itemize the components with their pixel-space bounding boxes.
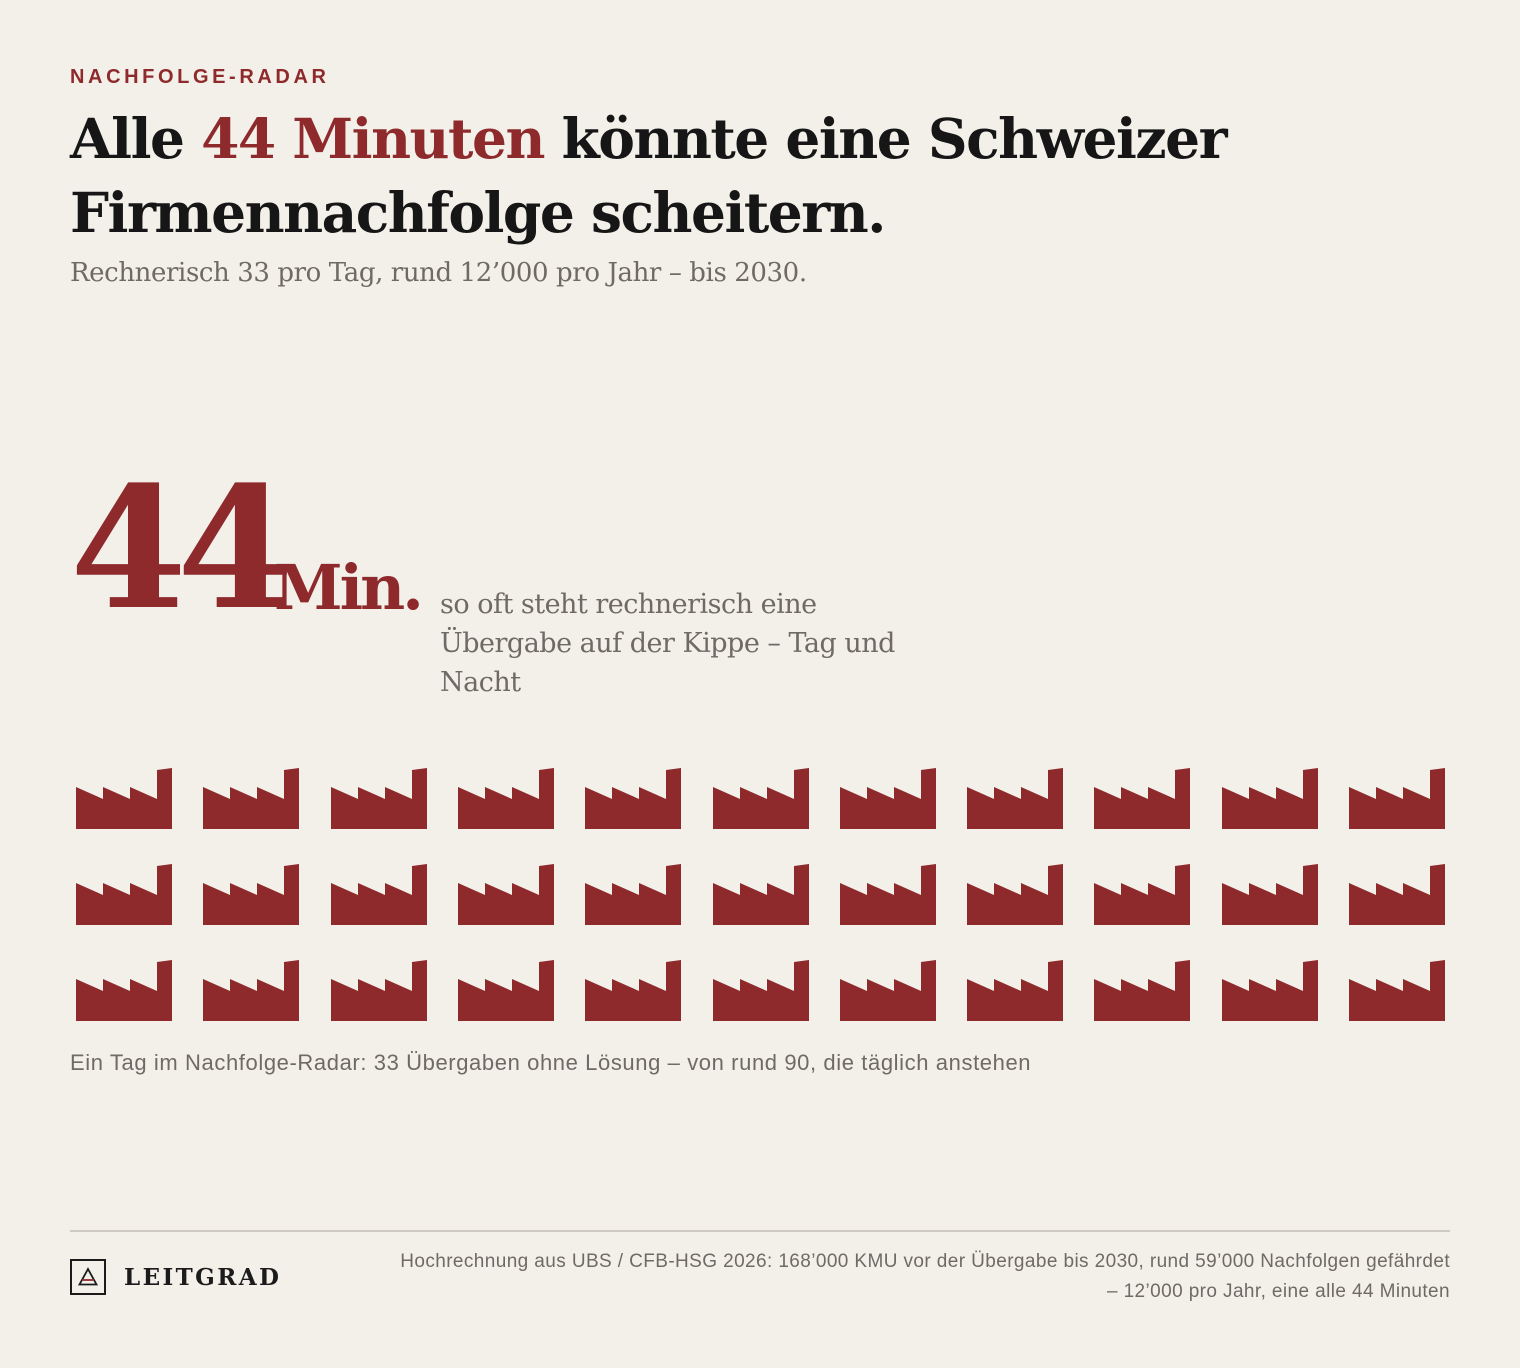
- big-number-unit: Min.: [274, 551, 424, 624]
- logo: LEITGRAD: [70, 1259, 281, 1295]
- triangle-logo-icon: [70, 1259, 106, 1295]
- factory-icon: [1094, 960, 1191, 1021]
- factory-icon: [712, 768, 809, 829]
- factory-icon: [76, 768, 172, 829]
- factory-icon: [967, 768, 1064, 829]
- headline: Alle 44 Minuten könnte eine Schweizer Fi…: [70, 102, 1270, 250]
- factory-icon: [457, 960, 554, 1021]
- grid-caption: Ein Tag im Nachfolge-Radar: 33 Übergaben…: [70, 1050, 1032, 1075]
- footer-divider: [70, 1230, 1450, 1232]
- headline-before: Alle: [70, 106, 202, 171]
- factory-icon: [585, 960, 682, 1021]
- factory-icon: [1221, 768, 1318, 829]
- big-number-description: so oft steht rechnerisch eine Übergabe a…: [440, 589, 895, 698]
- factory-icon: [76, 864, 172, 925]
- factory-icon: [457, 864, 554, 925]
- factory-icon: [457, 768, 554, 829]
- factory-icon: [839, 864, 936, 925]
- headline-accent: 44 Minuten: [201, 106, 545, 171]
- source-note: Hochrechnung aus UBS / CFB-HSG 2026: 168…: [400, 1251, 1450, 1302]
- factory-icon: [330, 768, 427, 829]
- logo-text: LEITGRAD: [124, 1263, 282, 1291]
- factory-icon: [1349, 768, 1445, 829]
- factory-icon: [839, 960, 936, 1021]
- factory-icon: [203, 768, 300, 829]
- big-number: 44: [70, 449, 294, 647]
- factory-icon: [585, 864, 682, 925]
- factory-icon: [585, 768, 682, 829]
- factory-icon: [1349, 864, 1445, 925]
- subline: Rechnerisch 33 pro Tag, rund 12’000 pro …: [70, 258, 807, 288]
- factory-icon: [967, 864, 1064, 925]
- factory-icon: [330, 960, 427, 1021]
- factory-icon-grid: [76, 768, 1446, 1024]
- kicker: NACHFOLGE-RADAR: [70, 66, 330, 88]
- headline-after: könnte eine Schweizer Firmennachfolge sc…: [70, 106, 1228, 245]
- factory-icon: [1349, 960, 1445, 1021]
- factory-icon: [330, 864, 427, 925]
- factory-icon: [1221, 960, 1318, 1021]
- factory-icon: [1221, 864, 1318, 925]
- factory-icon: [839, 768, 936, 829]
- factory-icon: [76, 960, 172, 1021]
- factory-icon: [712, 864, 809, 925]
- factory-icon: [967, 960, 1064, 1021]
- factory-icon: [203, 960, 300, 1021]
- factory-icon: [712, 960, 809, 1021]
- factory-icon: [203, 864, 300, 925]
- factory-icon: [1094, 864, 1191, 925]
- factory-icon: [1094, 768, 1191, 829]
